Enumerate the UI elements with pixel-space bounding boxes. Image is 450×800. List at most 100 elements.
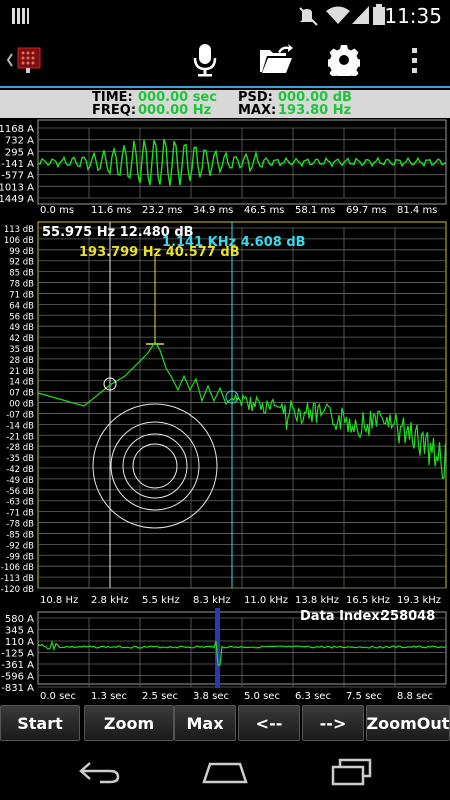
cursor-circle-3 xyxy=(122,433,188,499)
timeline-x-tick-label: 2.5 sec xyxy=(142,691,178,702)
timeline-y-tick-label: -831 A xyxy=(1,683,34,694)
waveform-trace xyxy=(37,138,447,186)
spectrum-y-tick-label: 00 dB xyxy=(9,400,34,410)
home-icon[interactable] xyxy=(200,758,250,790)
spectrum-y-tick-label: 99 dB xyxy=(9,247,34,257)
overflow-menu-icon[interactable] xyxy=(410,46,420,80)
spectrum-y-tick-label: -92 dB xyxy=(6,541,34,551)
spectrum-x-tick-label: 2.8 kHz xyxy=(91,595,129,606)
wifi-icon xyxy=(325,5,351,29)
status-bar: 11:35 xyxy=(0,0,450,32)
waveform-y-tick-label: -1449 A xyxy=(0,194,34,205)
cursor-point xyxy=(103,377,117,391)
start-button[interactable]: Start xyxy=(0,705,80,741)
previous-button[interactable]: <-- xyxy=(238,705,300,741)
cursor-circle-inner xyxy=(132,443,178,489)
spectrum-y-tick-label: 113 dB xyxy=(4,225,34,235)
max-label: MAX: xyxy=(238,103,277,118)
psd-value: 000.00 dB xyxy=(278,90,352,105)
freq-label: FREQ: xyxy=(92,103,137,118)
spectrum-y-tick-label: -63 dB xyxy=(6,498,34,508)
waveform-x-tick-label: 58.1 ms xyxy=(295,205,335,216)
timeline-x-tick-label: 1.3 sec xyxy=(91,691,127,702)
zoom-button[interactable]: Zoom xyxy=(84,705,174,741)
waveform-y-tick-label: 732 A xyxy=(5,136,34,147)
max-value: 193.80 Hz xyxy=(278,103,352,118)
timeline-x-tick-label: 0.0 sec xyxy=(40,691,76,702)
zoomout-button[interactable]: ZoomOut xyxy=(366,705,450,741)
waveform-y-tick-label: -1013 A xyxy=(0,182,34,193)
spectrum-x-tick-label: 16.5 kHz xyxy=(346,595,390,606)
cursor-readout: 55.975 Hz 12.480 dB xyxy=(42,225,194,240)
spectrum-x-tick-label: 8.3 kHz xyxy=(193,595,231,606)
waveform-y-tick-label: -577 A xyxy=(1,171,34,182)
settings-gear-icon[interactable] xyxy=(326,44,362,81)
spectrum-trace xyxy=(37,340,447,480)
waveform-x-tick-label: 34.9 ms xyxy=(193,205,233,216)
waveform-x-tick-label: 11.6 ms xyxy=(91,205,131,216)
spectrum-y-tick-label: -28 dB xyxy=(6,443,34,453)
microphone-icon[interactable] xyxy=(192,42,218,82)
max-button[interactable]: Max xyxy=(174,705,236,741)
clock: 11:35 xyxy=(384,4,442,28)
timeline-x-tick-label: 3.8 sec xyxy=(193,691,229,702)
peak-readout: 193.799 Hz 40.577 dB xyxy=(79,245,240,260)
spectrum-y-tick-label: 106 dB xyxy=(4,236,34,246)
waveform-x-tick-label: 23.2 ms xyxy=(142,205,182,216)
open-folder-icon[interactable] xyxy=(258,44,294,80)
spectrum-y-tick-label: -49 dB xyxy=(6,476,34,486)
spectrum-y-tick-label: 92 dB xyxy=(9,258,34,268)
cyan-marker-point xyxy=(225,390,239,404)
app-logo-icon[interactable] xyxy=(4,44,44,80)
spectrum-y-tick-label: -42 dB xyxy=(6,465,34,475)
timeline-y-tick-label: -361 A xyxy=(1,660,34,671)
spectrum-y-tick-label: 85 dB xyxy=(9,269,34,279)
spectrum-y-tick-label: 21 dB xyxy=(9,367,34,377)
timeline-x-tick-label: 7.5 sec xyxy=(346,691,382,702)
timeline-y-tick-label: -596 A xyxy=(1,672,34,683)
spectrum-y-tick-label: 71 dB xyxy=(9,290,34,300)
timeline-x-tick-label: 5.0 sec xyxy=(244,691,280,702)
signal-icon xyxy=(352,5,370,29)
spectrum-y-tick-label: -35 dB xyxy=(6,454,34,464)
timeline-x-tick-label: 6.3 sec xyxy=(295,691,331,702)
timeline-y-tick-label: -125 A xyxy=(1,649,34,660)
battery-icon xyxy=(372,4,386,30)
waveform-x-tick-label: 69.7 ms xyxy=(346,205,386,216)
spectrum-y-tick-label: 42 dB xyxy=(9,334,34,344)
notification-icon xyxy=(10,6,30,26)
back-icon[interactable] xyxy=(78,760,122,788)
navigation-bar xyxy=(0,748,450,800)
spectrum-y-tick-label: 35 dB xyxy=(9,345,34,355)
spectrum-y-tick-label: 14 dB xyxy=(9,378,34,388)
timeline-trace xyxy=(37,640,447,666)
spectrum-y-tick-label: -99 dB xyxy=(6,552,34,562)
freq-value: 000.00 Hz xyxy=(138,103,212,118)
waveform-y-tick-label: 1168 A xyxy=(0,124,34,135)
cyan-marker-readout: 1.141 KHz 4.608 dB xyxy=(162,235,306,250)
recent-apps-icon[interactable] xyxy=(330,758,374,790)
spectrum-y-tick-label: -14 dB xyxy=(6,421,34,431)
waveform-frame xyxy=(37,119,447,205)
next-button[interactable]: --> xyxy=(302,705,364,741)
spectrum-y-tick-label: -21 dB xyxy=(6,432,34,442)
spectrum-y-tick-label: -85 dB xyxy=(6,530,34,540)
psd-label: PSD: xyxy=(238,90,273,105)
spectrum-x-tick-label: 5.5 kHz xyxy=(142,595,180,606)
spectrum-y-tick-label: 56 dB xyxy=(9,312,34,322)
spectrum-y-tick-label: -71 dB xyxy=(6,509,34,519)
position-marker xyxy=(215,608,220,688)
control-button-bar: Start Zoom Max <-- --> ZoomOut xyxy=(0,703,450,741)
time-label: TIME: xyxy=(92,90,133,105)
mute-icon xyxy=(298,6,320,30)
action-bar xyxy=(0,32,450,88)
spectrum-y-tick-label: -56 dB xyxy=(6,487,34,497)
waveform-x-tick-label: 46.5 ms xyxy=(244,205,284,216)
waveform-x-tick-label: 0.0 ms xyxy=(40,205,74,216)
measurement-readout: TIME: 000.00 sec FREQ: 000.00 Hz PSD: 00… xyxy=(0,90,450,118)
spectrum-x-tick-label: 13.8 kHz xyxy=(295,595,339,606)
